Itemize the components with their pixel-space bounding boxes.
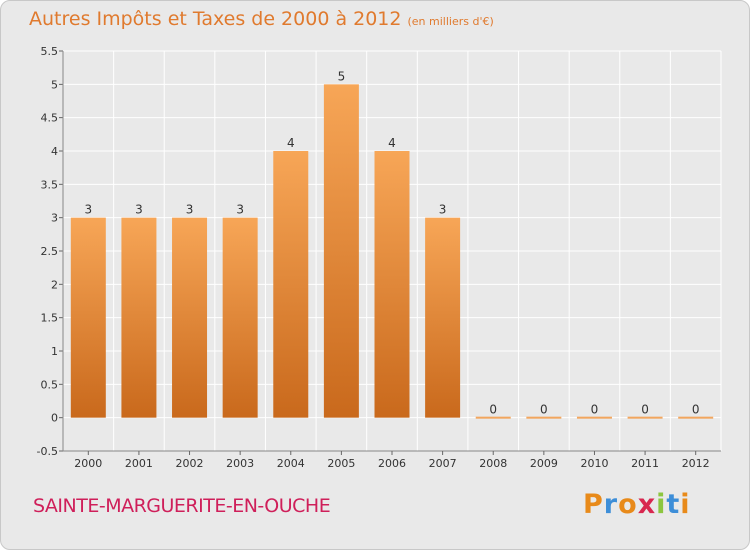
y-tick-label: 5.5: [41, 45, 59, 58]
x-tick-label: 2000: [74, 457, 102, 470]
y-tick-label: 2.5: [41, 245, 59, 258]
bar: [627, 416, 663, 419]
bar: [172, 217, 208, 418]
x-tick-label: 2004: [277, 457, 305, 470]
bar: [121, 217, 157, 418]
x-tick-label: 2005: [327, 457, 355, 470]
y-tick-label: 0.5: [41, 378, 59, 391]
y-tick-label: 1.5: [41, 312, 59, 325]
proxiti-logo[interactable]: Proxiti: [583, 489, 691, 520]
data-label: 4: [287, 136, 295, 150]
x-tick-label: 2002: [176, 457, 204, 470]
bar: [222, 217, 258, 418]
data-label: 3: [236, 203, 244, 217]
x-tick-label: 2006: [378, 457, 406, 470]
x-tick-label: 2007: [429, 457, 457, 470]
logo-letter: r: [603, 489, 619, 520]
chart-subtitle: (en milliers d'€): [407, 15, 494, 28]
y-tick-label: 0: [51, 412, 58, 425]
bar: [323, 84, 359, 418]
logo-letter: t: [666, 489, 681, 520]
bar: [475, 416, 511, 419]
logo-letter: o: [618, 489, 638, 520]
data-label: 3: [135, 203, 143, 217]
bar: [70, 217, 106, 418]
y-tick-label: 4: [51, 145, 58, 158]
data-label: 0: [540, 403, 548, 417]
axis-layer: -0.5 0 0.5 1 1.5 2 2.5 3 3.5 4 4.5 5 5.5 2000 2001 2002…: [37, 45, 721, 470]
y-tick-label: 5: [51, 78, 58, 91]
x-tick-label: 2012: [682, 457, 710, 470]
data-label: 0: [591, 403, 599, 417]
x-tick-label: 2001: [125, 457, 153, 470]
logo-letter: x: [637, 489, 657, 520]
title-row: Autres Impôts et Taxes de 2000 à 2012 (en…: [29, 8, 494, 30]
bar: [678, 416, 714, 419]
y-tick-label: 1: [51, 345, 58, 358]
bar: [425, 217, 461, 418]
x-tick-label: 2011: [631, 457, 659, 470]
data-label: 3: [84, 203, 92, 217]
label-layer: 3 3 3 3 4 5 4 3 0 0 0 0 0: [84, 69, 699, 416]
logo-letter: i: [680, 489, 691, 520]
y-tick-label: 2: [51, 278, 58, 291]
chart-title: Autres Impôts et Taxes de 2000 à 2012: [29, 8, 402, 30]
x-tick-label: 2008: [479, 457, 507, 470]
x-tick-label: 2003: [226, 457, 254, 470]
y-tick-label: 3.5: [41, 178, 59, 191]
data-label: 3: [439, 203, 447, 217]
commune-name: SAINTE-MARGUERITE-EN-OUCHE: [33, 495, 331, 517]
data-label: 4: [388, 136, 396, 150]
bar-layer: [70, 84, 714, 419]
x-tick-label: 2009: [530, 457, 558, 470]
data-label: 0: [641, 403, 649, 417]
y-tick-label: 4.5: [41, 112, 59, 125]
logo-letter: P: [583, 489, 604, 520]
y-tick-label: -0.5: [37, 445, 58, 458]
x-tick-label: 2010: [580, 457, 608, 470]
bar: [374, 151, 410, 418]
bar: [576, 416, 612, 419]
data-label: 0: [489, 403, 497, 417]
data-label: 3: [186, 203, 194, 217]
bar: [526, 416, 562, 419]
y-tick-label: 3: [51, 212, 58, 225]
data-label: 5: [338, 69, 346, 83]
logo-letter: i: [656, 489, 667, 520]
bar: [273, 151, 309, 418]
data-label: 0: [692, 403, 700, 417]
